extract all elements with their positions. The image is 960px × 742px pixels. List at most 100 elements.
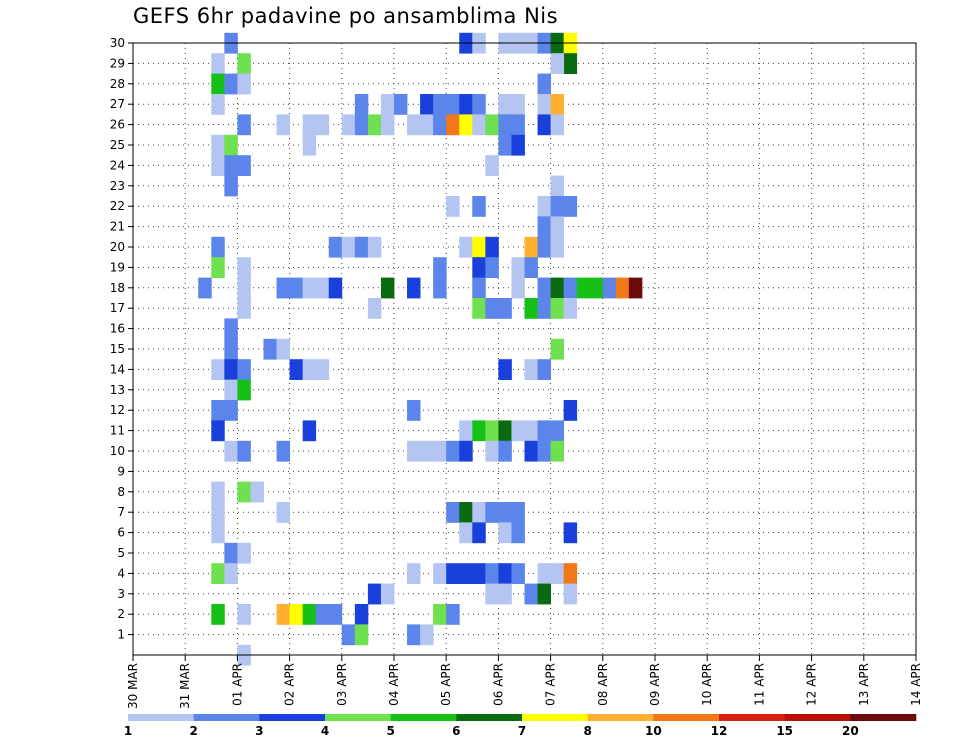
y-tick-label: 4 [117,566,125,580]
heatmap-cell [537,359,551,380]
heatmap-cell [615,277,630,299]
heatmap-cell [446,563,460,584]
heatmap-cell [224,338,238,360]
heatmap-cell [224,134,238,156]
legend-label: 2 [189,724,197,738]
heatmap-cell [211,359,225,380]
heatmap-cell [472,196,486,217]
heatmap-cell [446,196,460,217]
x-tick-label: 01 APR [230,663,244,706]
heatmap-cell [302,134,317,156]
heatmap-cell [224,440,238,462]
heatmap-cell [511,277,525,299]
heatmap-cell [446,440,460,462]
heatmap-cell [537,114,551,136]
heatmap-cell [211,502,225,523]
heatmap-cell [237,359,251,380]
heatmap-cell [550,196,565,217]
heatmap-cell [237,542,251,564]
heatmap-cell [459,522,473,544]
heatmap-cell [211,400,225,421]
heatmap-cell [289,604,304,625]
heatmap-cell [237,440,251,462]
heatmap-cell [198,277,212,299]
heatmap-cell [485,583,499,605]
heatmap-cell [550,94,565,115]
heatmap-cell [550,277,565,299]
heatmap-cell [367,236,382,258]
heatmap-cell [459,502,473,523]
heatmap-cell [459,236,473,258]
y-tick-label: 22 [110,199,125,213]
heatmap-cell [420,624,434,646]
legend-label: 5 [386,724,394,738]
heatmap-cell [511,563,525,584]
heatmap-cell [602,277,617,299]
y-tick-label: 16 [110,322,125,336]
y-tick-label: 28 [110,77,125,91]
x-tick-label: 09 APR [648,663,662,706]
heatmap-cell [524,236,538,258]
legend-label: 15 [776,724,793,738]
heatmap-cell [289,277,304,299]
heatmap-cell [511,522,525,544]
legend-label: 8 [583,724,591,738]
heatmap-cell [485,114,499,136]
x-tick-label: 03 APR [335,663,349,706]
heatmap-cell [211,236,225,258]
heatmap-cell [511,114,525,136]
heatmap-cell [407,440,421,462]
heatmap-cell [237,257,251,278]
heatmap-cell [498,583,512,605]
heatmap-cell [511,257,525,278]
heatmap-cell [354,236,369,258]
x-tick-label: 04 APR [387,663,401,706]
heatmap-cell [628,277,643,299]
heatmap-cell [433,277,447,299]
heatmap-cell [485,298,499,319]
heatmap-cell [302,359,317,380]
x-tick-label: 11 APR [752,663,766,706]
heatmap-cell [472,114,486,136]
legend-swatch [456,714,523,721]
heatmap-cell [537,196,551,217]
heatmap-cell [563,277,578,299]
heatmap-cell [237,298,251,319]
heatmap-cell [537,563,551,584]
y-tick-label: 24 [110,158,125,172]
heatmap-cell [511,420,525,442]
heatmap-cell [224,73,238,95]
y-tick-label: 10 [110,444,125,458]
heatmap-cell [498,563,512,584]
heatmap-cell [537,440,551,462]
x-axis: 30 MAR 31 MAR 01 APR 02 APR 03 APR 04 APR 05 A… [126,655,923,709]
heatmap-cell [550,563,565,584]
heatmap-cell [354,94,369,115]
heatmap-cell [576,277,591,299]
heatmap-cell [485,440,499,462]
heatmap-cell [459,563,473,584]
heatmap-cell [328,277,343,299]
heatmap-cell [563,400,578,421]
heatmap-cell [498,420,512,442]
heatmap-cell [250,481,264,503]
heatmap-cell [380,277,395,299]
heatmap-cell [211,481,225,503]
heatmap-cell [302,114,317,136]
legend-swatch [850,714,917,721]
y-axis: 1234567891011121314151617181920212223242… [110,36,133,642]
heatmap-cell [420,94,434,115]
y-tick-label: 23 [110,179,125,193]
heatmap-cell [498,440,512,462]
heatmap-cell [315,604,330,625]
heatmap-cell [472,94,486,115]
heatmap-cell [537,298,551,319]
heatmap-cell [341,236,356,258]
heatmap-cell [472,277,486,299]
heatmap-cell [433,114,447,136]
legend-swatch [390,714,457,721]
legend-swatch [128,714,194,721]
legend-label: 1 [124,724,132,738]
y-tick-label: 11 [110,424,125,438]
heatmap-cell [211,134,225,156]
